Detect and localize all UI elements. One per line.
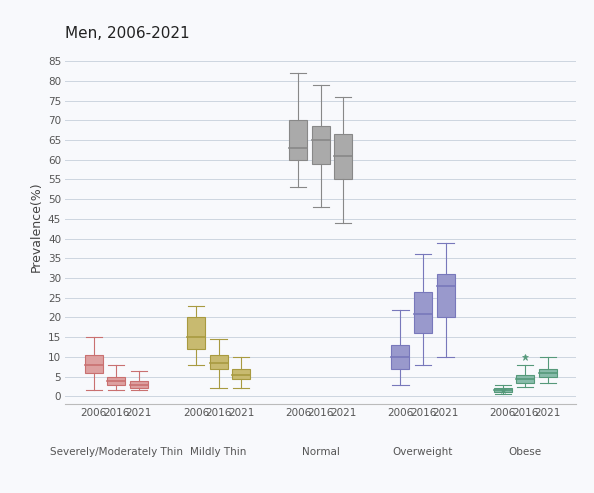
Bar	[437, 274, 454, 317]
Text: Normal: Normal	[302, 447, 340, 457]
Bar	[108, 377, 125, 385]
Bar	[312, 126, 330, 164]
Bar	[210, 355, 228, 369]
Text: Severely/Moderately Thin: Severely/Moderately Thin	[50, 447, 183, 457]
Bar	[539, 369, 557, 377]
Text: Overweight: Overweight	[393, 447, 453, 457]
Bar	[130, 381, 148, 388]
Bar	[289, 120, 307, 160]
Bar	[334, 134, 352, 179]
Y-axis label: Prevalence(%): Prevalence(%)	[29, 181, 42, 272]
Text: Men, 2006-2021: Men, 2006-2021	[65, 26, 190, 41]
Text: Obese: Obese	[508, 447, 542, 457]
Bar	[414, 292, 432, 333]
Bar	[85, 355, 103, 373]
Bar	[187, 317, 205, 349]
Bar	[391, 345, 409, 369]
Text: Mildly Thin: Mildly Thin	[190, 447, 247, 457]
Bar	[232, 369, 250, 379]
Bar	[494, 388, 511, 392]
Bar	[516, 375, 534, 383]
